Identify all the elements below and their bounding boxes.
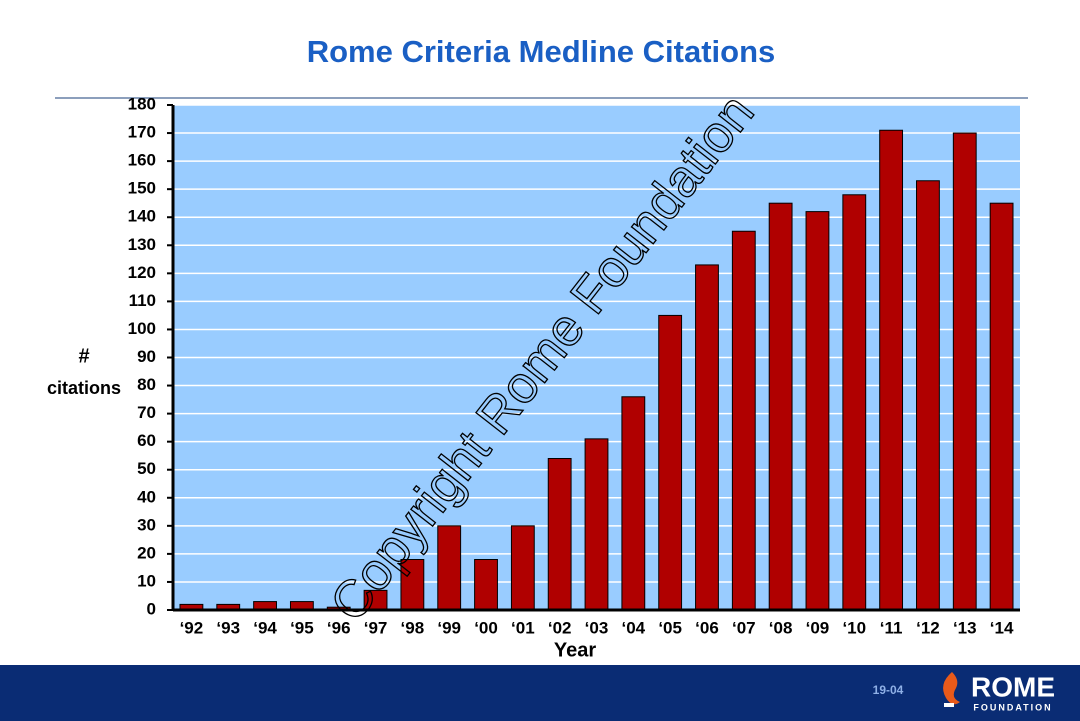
bar: [695, 264, 719, 611]
logo-flame: [943, 672, 960, 705]
y-tick-label: 90: [137, 347, 156, 366]
bar: [658, 314, 683, 611]
x-axis-label: Year: [554, 639, 596, 661]
x-tick-label: ‘93: [216, 618, 240, 637]
y-tick-label: 170: [128, 123, 156, 142]
y-tick-label: 20: [137, 543, 156, 562]
x-tick-label: ‘08: [769, 618, 793, 637]
logo-base: [944, 703, 954, 707]
chart-title: Rome Criteria Medline Citations: [307, 34, 776, 69]
y-tick-label: 60: [137, 431, 156, 450]
y-tick-label: 140: [128, 207, 156, 226]
y-tick-label: 120: [128, 263, 156, 282]
x-tick-label: ‘96: [327, 618, 351, 637]
bar: [989, 202, 1014, 611]
y-axis-label: #: [78, 345, 89, 367]
y-tick-label: 70: [137, 403, 156, 422]
y-tick-label: 0: [147, 599, 156, 618]
bar: [952, 132, 977, 611]
bar: [621, 396, 646, 611]
y-tick-label: 100: [128, 319, 156, 338]
bar: [437, 525, 462, 611]
y-tick-label: 150: [128, 179, 156, 198]
logo-subtext: FOUNDATION: [973, 702, 1052, 712]
y-tick-label: 110: [129, 291, 156, 310]
x-tick-label: ‘12: [916, 618, 940, 637]
x-tick-label: ‘04: [622, 618, 646, 637]
bar: [842, 194, 867, 611]
slide-number: 19-04: [873, 683, 904, 697]
y-tick-label: 180: [128, 94, 156, 113]
x-tick-label: ‘92: [180, 618, 204, 637]
bar: [474, 559, 498, 611]
x-tick-label: ‘99: [437, 618, 461, 637]
x-tick-label: ‘97: [364, 618, 388, 637]
y-tick-label: 30: [137, 515, 156, 534]
y-tick-label: 80: [137, 375, 156, 394]
x-tick-label: ‘94: [253, 618, 277, 637]
x-tick-label: ‘07: [732, 618, 756, 637]
x-tick-label: ‘10: [842, 618, 866, 637]
x-tick-label: ‘01: [511, 618, 535, 637]
bar: [768, 202, 793, 611]
y-tick-label: 160: [128, 151, 156, 170]
x-tick-label: ‘14: [990, 618, 1014, 637]
bar: [805, 211, 830, 611]
bar: [584, 438, 609, 611]
x-tick-label: ‘95: [290, 618, 314, 637]
bar: [916, 180, 940, 611]
bar: [731, 230, 756, 611]
y-tick-label: 10: [137, 571, 156, 590]
bar: [510, 525, 535, 611]
x-tick-label: ‘09: [806, 618, 830, 637]
x-tick-label: ‘03: [585, 618, 609, 637]
x-tick-label: ‘06: [695, 618, 719, 637]
x-tick-label: ‘13: [953, 618, 977, 637]
x-tick-label: ‘98: [401, 618, 425, 637]
y-tick-label: 50: [137, 459, 156, 478]
y-tick-label: 40: [137, 487, 156, 506]
y-tick-label: 130: [128, 235, 156, 254]
logo-text: ROME: [971, 671, 1055, 702]
x-tick-label: ‘00: [474, 618, 498, 637]
x-tick-label: ‘05: [658, 618, 682, 637]
bar: [547, 458, 572, 611]
x-tick-label: ‘11: [880, 618, 903, 637]
y-axis-label: citations: [47, 378, 121, 398]
footer-band: [0, 665, 1080, 721]
x-tick-label: ‘02: [548, 618, 572, 637]
bar: [879, 129, 904, 611]
